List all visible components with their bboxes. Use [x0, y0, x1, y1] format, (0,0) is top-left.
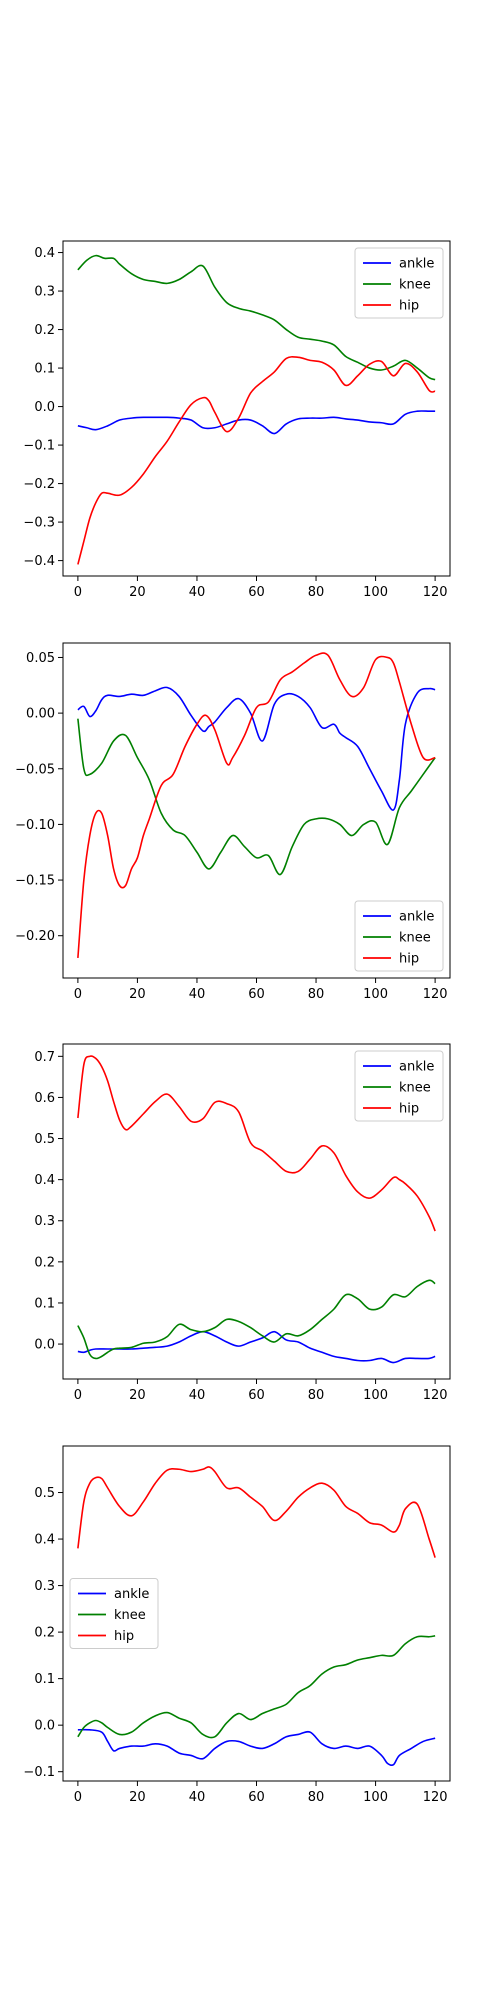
- y-tick-label: 0.3: [34, 285, 55, 300]
- legend-label-ankle: ankle: [114, 1587, 149, 1602]
- y-tick-label: −0.2: [23, 477, 55, 492]
- y-tick-label: 0.5: [34, 1486, 55, 1501]
- series-line-ankle: [77, 1330, 436, 1364]
- legend: ankle knee hip: [354, 247, 444, 319]
- legend: ankle knee hip: [69, 1578, 159, 1649]
- y-tick-label: −0.1: [23, 1765, 55, 1780]
- y-tick-label: 0.4: [34, 1173, 55, 1188]
- x-tick-label: 100: [363, 1388, 388, 1403]
- x-tick-label: 40: [189, 1388, 206, 1403]
- series-line-ankle: [77, 686, 436, 811]
- legend-label-knee: knee: [114, 1608, 146, 1623]
- y-tick-label: 0.2: [34, 1255, 55, 1270]
- y-tick-label: 0.0: [34, 400, 55, 415]
- chart-panel-1: 0 20 40 60 80 100 120 −0.4 −0.3 −0.2 −0.1 0.0 0.1 0.2…: [23, 240, 451, 600]
- legend-label-hip: hip: [399, 952, 419, 967]
- y-tick-label: 0.00: [26, 707, 55, 722]
- x-tick-label: 100: [363, 1790, 388, 1805]
- x-tick-label: 20: [129, 987, 146, 1002]
- x-tick-label: 20: [129, 1388, 146, 1403]
- y-tick-label: −0.10: [15, 818, 55, 833]
- legend-label-knee: knee: [399, 931, 431, 946]
- y-tick-label: −0.20: [15, 929, 55, 944]
- series-line-knee: [77, 718, 436, 876]
- x-tick-label: 120: [423, 987, 448, 1002]
- chart-panel-4: 0 20 40 60 80 100 120 −0.1 0.0 0.1 0.2 0.3 0.4 0.5 ank…: [23, 1445, 451, 1805]
- y-tick-label: 0.4: [34, 1533, 55, 1548]
- series-line-ankle: [77, 410, 436, 435]
- x-tick-label: 120: [423, 585, 448, 600]
- series-line-knee: [77, 1279, 436, 1360]
- chart-panel-3: 0 20 40 60 80 100 120 0.0 0.1 0.2 0.3 0.4 0.5 0.6 0.7 a…: [34, 1043, 451, 1403]
- x-tick-label: 60: [248, 585, 265, 600]
- x-tick-label: 60: [248, 987, 265, 1002]
- y-tick-label: 0.0: [34, 1719, 55, 1734]
- chart-panel-2: 0 20 40 60 80 100 120 −0.20 −0.15 −0.10 −0.05 0.00 0…: [15, 642, 451, 1002]
- y-tick-label: 0.05: [26, 651, 55, 666]
- x-tick-label: 120: [423, 1388, 448, 1403]
- legend: ankle knee hip: [354, 900, 444, 972]
- legend-label-ankle: ankle: [399, 1060, 434, 1075]
- y-tick-label: 0.6: [34, 1091, 55, 1106]
- y-tick-label: 0.5: [34, 1132, 55, 1147]
- x-tick-label: 60: [248, 1790, 265, 1805]
- legend: ankle knee hip: [354, 1050, 444, 1122]
- legend-box: [69, 1578, 159, 1649]
- legend-label-knee: knee: [399, 278, 431, 293]
- series-line-hip: [77, 652, 436, 959]
- x-tick-label: 40: [189, 1790, 206, 1805]
- y-tick-label: −0.05: [15, 762, 55, 777]
- legend-box: [354, 1050, 444, 1122]
- x-tick-label: 80: [308, 987, 325, 1002]
- y-tick-label: 0.1: [34, 1296, 55, 1311]
- x-tick-label: 80: [308, 1388, 325, 1403]
- x-tick-label: 0: [74, 987, 82, 1002]
- series-line-knee: [77, 1635, 436, 1739]
- legend-label-hip: hip: [114, 1629, 134, 1644]
- series-line-knee: [77, 254, 436, 381]
- legend-label-knee: knee: [399, 1081, 431, 1096]
- series-line-hip: [77, 356, 436, 565]
- y-tick-label: 0.3: [34, 1214, 55, 1229]
- series-line-hip: [77, 1055, 436, 1232]
- x-tick-label: 120: [423, 1790, 448, 1805]
- legend-label-ankle: ankle: [399, 910, 434, 925]
- legend-label-ankle: ankle: [399, 257, 434, 272]
- x-tick-label: 0: [74, 1388, 82, 1403]
- y-tick-label: −0.1: [23, 439, 55, 454]
- y-tick-label: −0.15: [15, 874, 55, 889]
- legend-box: [354, 900, 444, 972]
- x-tick-label: 80: [308, 1790, 325, 1805]
- legend-label-hip: hip: [399, 1102, 419, 1117]
- series-line-hip: [77, 1466, 436, 1558]
- x-tick-label: 60: [248, 1388, 265, 1403]
- x-tick-label: 100: [363, 585, 388, 600]
- x-tick-label: 0: [74, 585, 82, 600]
- y-tick-label: 0.3: [34, 1579, 55, 1594]
- y-tick-label: 0.2: [34, 323, 55, 338]
- x-tick-label: 20: [129, 585, 146, 600]
- x-tick-label: 20: [129, 1790, 146, 1805]
- y-tick-label: 0.7: [34, 1050, 55, 1065]
- legend-box: [354, 247, 444, 319]
- x-tick-label: 40: [189, 987, 206, 1002]
- y-tick-label: −0.4: [23, 554, 55, 569]
- series-line-ankle: [77, 1728, 436, 1767]
- legend-label-hip: hip: [399, 299, 419, 314]
- x-tick-label: 40: [189, 585, 206, 600]
- y-tick-label: 0.1: [34, 362, 55, 377]
- y-tick-label: 0.2: [34, 1626, 55, 1641]
- x-tick-label: 80: [308, 585, 325, 600]
- x-tick-label: 100: [363, 987, 388, 1002]
- x-tick-label: 0: [74, 1790, 82, 1805]
- y-tick-label: 0.4: [34, 246, 55, 261]
- y-tick-label: 0.1: [34, 1672, 55, 1687]
- y-tick-label: 0.0: [34, 1338, 55, 1353]
- y-tick-label: −0.3: [23, 516, 55, 531]
